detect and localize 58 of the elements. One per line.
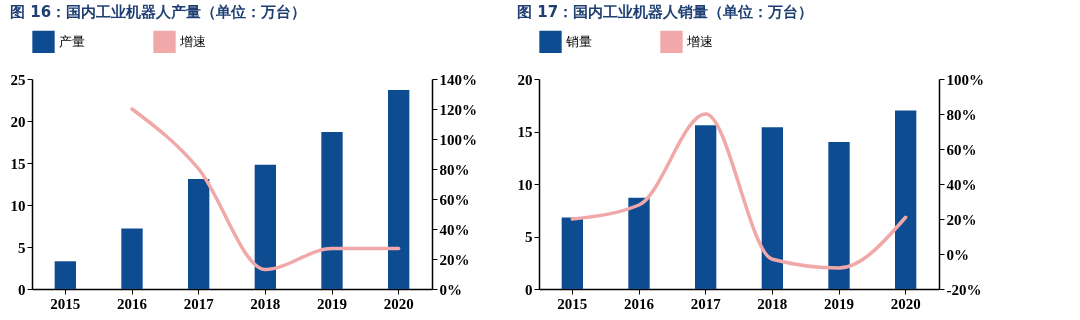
bar: [828, 142, 850, 289]
y2-tick-label: 60%: [439, 191, 470, 208]
legend-label: 增速: [179, 33, 206, 49]
line-series: [570, 112, 908, 270]
chart-title: 图 17：国内工业机器人销量（单位：万台）: [517, 3, 814, 21]
y-tick-label: 15: [10, 155, 26, 172]
y2-tick-label: 20%: [439, 251, 470, 268]
y2-tick-label: 120%: [439, 101, 477, 118]
y2-tick-label: 40%: [946, 176, 977, 193]
x-tick-label: 2019: [824, 295, 854, 312]
y-tick-label: 10: [10, 197, 26, 214]
y-tick-label: 0: [525, 281, 533, 298]
x-tick-label: 2016: [117, 295, 148, 312]
bar: [761, 127, 783, 289]
bar: [628, 197, 650, 289]
x-tick-label: 2018: [757, 295, 788, 312]
y-tick-label: 0: [18, 281, 26, 298]
bar: [695, 125, 717, 289]
bar: [121, 228, 143, 289]
legend-label: 产量: [59, 33, 85, 49]
bar: [54, 261, 76, 289]
y2-tick-label: 20%: [946, 211, 977, 228]
y2-tick-label: -20%: [946, 281, 982, 298]
y-tick-label: 10: [517, 176, 533, 193]
y-tick-label: 20: [10, 113, 26, 130]
bar: [254, 164, 276, 289]
y-tick-label: 5: [525, 229, 533, 245]
bar: [321, 131, 343, 289]
x-tick-label: 2020: [890, 295, 921, 312]
x-tick-label: 2015: [557, 295, 588, 312]
legend-label: 增速: [686, 33, 713, 49]
y2-tick-label: 100%: [439, 131, 477, 148]
y2-tick-label: 80%: [946, 106, 977, 123]
chart-title: 图 16：国内工业机器人产量（单位：万台）: [10, 3, 307, 21]
x-tick-label: 2020: [383, 295, 414, 312]
legend-label: 销量: [565, 33, 592, 49]
y-tick-label: 5: [18, 239, 26, 256]
y2-tick-label: 0%: [439, 281, 462, 298]
x-tick-label: 2015: [50, 295, 81, 312]
bar: [561, 217, 583, 289]
y2-tick-label: 0%: [946, 246, 969, 263]
y-tick-label: 20: [517, 71, 533, 88]
y2-tick-label: 100%: [946, 71, 984, 88]
bar: [388, 89, 410, 289]
bar: [188, 178, 210, 289]
x-tick-label: 2016: [624, 295, 655, 312]
line-series: [130, 107, 401, 272]
y-tick-label: 15: [517, 124, 533, 140]
x-tick-label: 2018: [250, 295, 281, 312]
y-tick-label: 25: [10, 71, 26, 88]
x-tick-label: 2019: [317, 295, 347, 312]
y2-tick-label: 140%: [439, 71, 477, 88]
x-tick-label: 2017: [690, 295, 722, 312]
y2-tick-label: 80%: [439, 161, 470, 178]
y2-tick-label: 40%: [439, 221, 470, 238]
bar: [895, 110, 917, 289]
y2-tick-label: 60%: [946, 141, 977, 158]
x-tick-label: 2017: [183, 295, 215, 312]
